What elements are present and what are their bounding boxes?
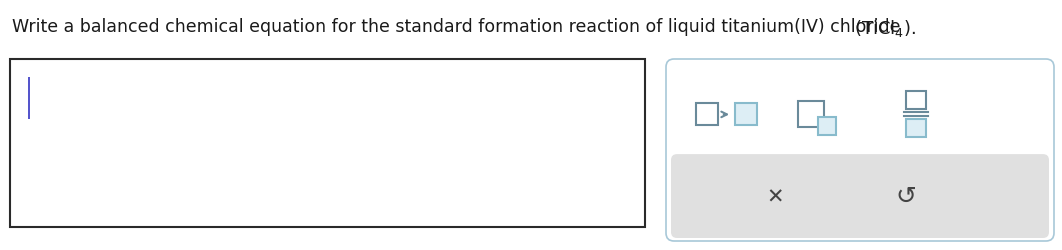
Bar [906,120,926,138]
Bar [818,118,836,136]
Bar [906,92,926,110]
FancyBboxPatch shape [666,60,1054,241]
Text: ↺: ↺ [895,184,917,208]
FancyBboxPatch shape [671,154,1049,238]
Bar [28,78,30,120]
Bar [696,104,718,126]
Bar [798,102,824,128]
Text: ✕: ✕ [767,186,784,206]
Text: $\left(\mathsf{TiCl}_4\right)$.: $\left(\mathsf{TiCl}_4\right)$. [854,18,917,39]
Text: Write a balanced chemical equation for the standard formation reaction of liquid: Write a balanced chemical equation for t… [12,18,906,36]
Bar [10,60,645,227]
Bar [735,104,757,126]
